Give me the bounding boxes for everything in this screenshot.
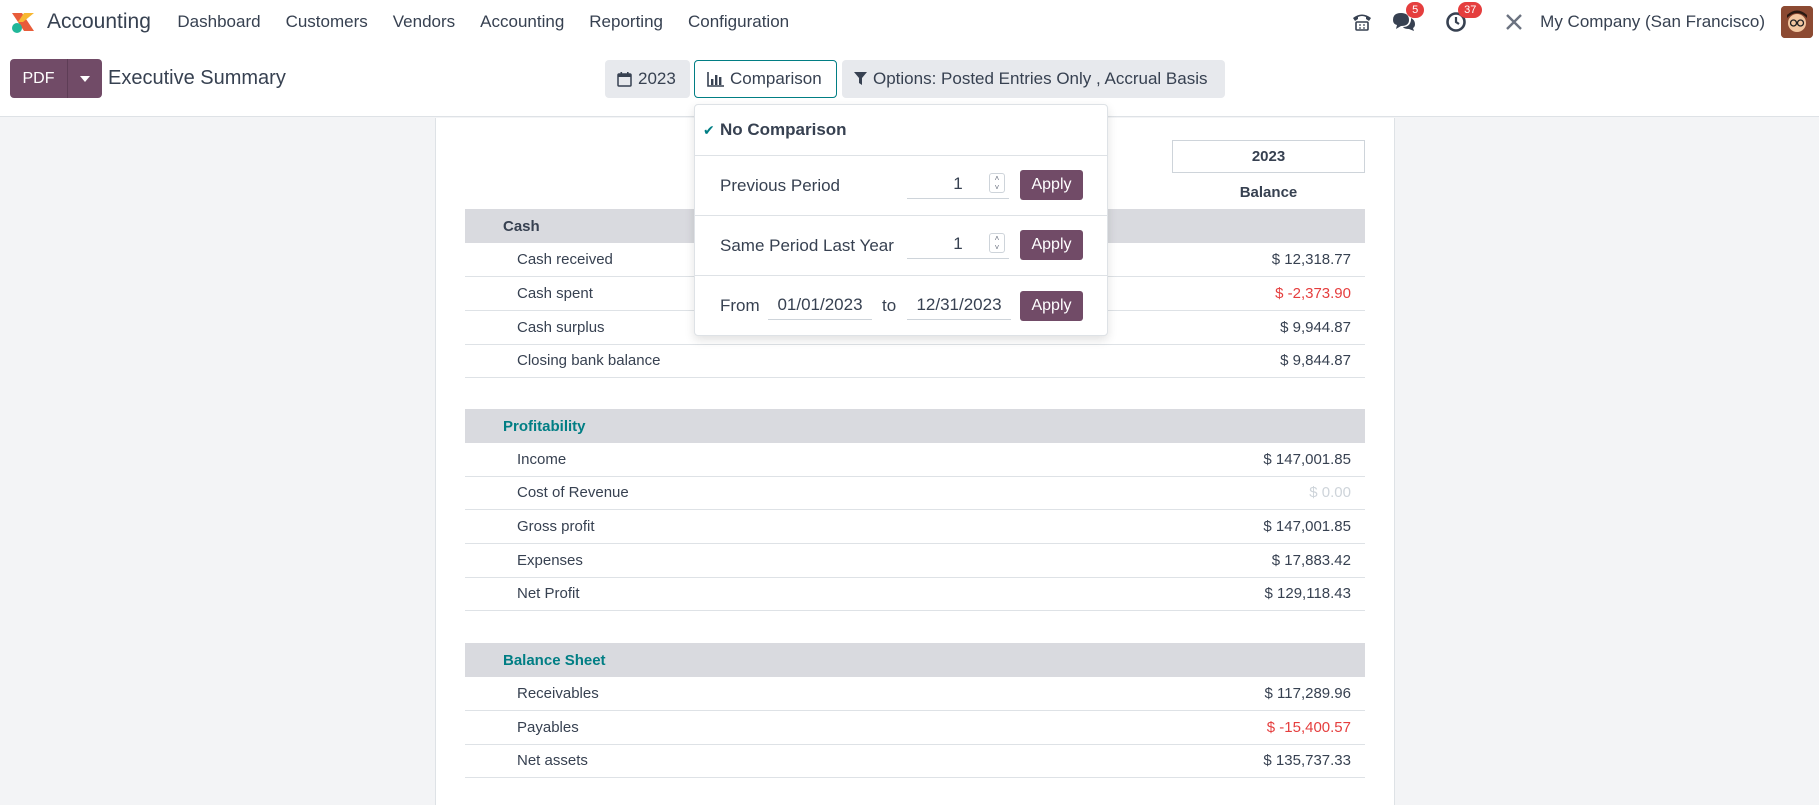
table-row[interactable]: Payables $ -15,400.57 [465,711,1365,745]
row-label: Gross profit [517,518,595,535]
column-year-header: 2023 [1172,140,1365,173]
table-row[interactable]: Net Profit $ 129,118.43 [465,577,1365,611]
control-panel: PDF Executive Summary 2023 Comparison Op… [0,44,1819,117]
no-comparison-label: No Comparison [720,120,847,139]
same-period-count-input[interactable]: 1 ˄ ˅ [907,229,1009,259]
menu-reporting[interactable]: Reporting [589,12,663,31]
messages-icon[interactable]: 5 [1392,2,1425,34]
divider [695,155,1107,156]
table-row[interactable]: Cost of Revenue $ 0.00 [465,476,1365,510]
bar-chart-icon [707,71,724,87]
input-value: 1 [953,233,963,253]
row-label: Income [517,451,567,468]
row-label: Cash spent [517,285,593,302]
row-label: Receivables [517,685,599,702]
row-value[interactable]: $ -2,373.90 [1275,285,1351,302]
from-label: From [720,296,760,315]
row-label: Cash received [517,251,613,268]
previous-period-label: Previous Period [720,175,841,195]
caret-down-icon [80,75,90,82]
number-spinner-icon[interactable]: ˄ ˅ [989,173,1005,193]
table-row[interactable]: Receivables $ 117,289.96 [465,677,1365,711]
row-label: Net assets [517,752,588,769]
column-balance-header: Balance [1239,184,1298,201]
same-period-last-year-label: Same Period Last Year [720,235,894,255]
activities-clock-icon[interactable]: 37 [1444,2,1483,34]
row-value[interactable]: $ 17,883.42 [1271,552,1351,569]
messages-badge: 5 [1406,2,1425,18]
comparison-filter-label: Comparison [730,69,822,88]
previous-period-apply-button[interactable]: Apply [1020,170,1083,200]
row-label: Net Profit [517,585,580,602]
custom-range-option: From 01/01/2023 to 12/31/2023 Apply [695,276,1107,336]
previous-period-option: Previous Period 1 ˄ ˅ Apply [695,156,1107,215]
year-filter-label: 2023 [638,69,676,88]
same-period-apply-button[interactable]: Apply [1020,230,1083,260]
page-title: Executive Summary [108,67,286,89]
options-filter-label: Options: Posted Entries Only , Accrual B… [873,69,1208,88]
table-row[interactable]: Income $ 147,001.85 [465,443,1365,477]
menu-configuration[interactable]: Configuration [688,12,790,31]
comparison-filter-button[interactable]: Comparison [694,60,837,98]
section-profitability-header[interactable]: Profitability [465,409,1365,443]
table-row[interactable]: Closing bank balance $ 9,844.87 [465,344,1365,378]
divider [695,215,1107,216]
filter-funnel-icon [854,72,867,86]
row-value[interactable]: $ 147,001.85 [1263,518,1351,535]
phone-icon[interactable] [1350,10,1374,34]
table-row[interactable]: Gross profit $ 147,001.85 [465,510,1365,544]
section-title: Cash [503,217,540,235]
pdf-dropdown-toggle[interactable] [68,59,102,98]
menu-customers[interactable]: Customers [285,12,368,31]
divider [695,275,1107,276]
menu-vendors[interactable]: Vendors [392,12,456,31]
section-title: Balance Sheet [503,651,606,669]
table-row[interactable]: Expenses $ 17,883.42 [465,544,1365,578]
to-date-input[interactable]: 12/31/2023 [907,290,1011,320]
top-navbar: Accounting Dashboard Customers Vendors A… [0,0,1819,44]
pdf-button[interactable]: PDF [10,59,68,98]
row-value[interactable]: $ 9,944.87 [1280,319,1351,336]
activities-badge: 37 [1458,2,1483,18]
tools-icon[interactable] [1502,10,1526,34]
row-value[interactable]: $ 135,737.33 [1263,752,1351,769]
custom-range-apply-button[interactable]: Apply [1020,291,1083,321]
row-value[interactable]: $ 117,289.96 [1264,685,1351,702]
section-title: Profitability [503,417,586,435]
no-comparison-option[interactable]: ✔ No Comparison [695,105,1107,155]
app-name[interactable]: Accounting [47,10,151,33]
menu-dashboard[interactable]: Dashboard [177,12,261,31]
row-label: Cost of Revenue [517,484,629,501]
previous-period-count-input[interactable]: 1 ˄ ˅ [907,169,1009,199]
comparison-dropdown: ✔ No Comparison Previous Period 1 ˄ ˅ App… [694,104,1108,336]
row-value[interactable]: $ 12,318.77 [1271,251,1351,268]
row-value[interactable]: $ 0.00 [1309,484,1351,501]
company-switcher[interactable]: My Company (San Francisco) [1540,12,1765,31]
accounting-app-icon[interactable] [10,9,36,35]
table-row[interactable]: Cash surplus $ 9,944.87 [465,311,1365,345]
user-avatar[interactable] [1781,6,1813,38]
number-spinner-icon[interactable]: ˄ ˅ [989,233,1005,253]
from-date-input[interactable]: 01/01/2023 [768,290,872,320]
options-filter-button[interactable]: Options: Posted Entries Only , Accrual B… [842,60,1225,98]
pdf-button-group: PDF [10,59,102,98]
row-label: Expenses [517,552,583,569]
same-period-last-year-option: Same Period Last Year 1 ˄ ˅ Apply [695,216,1107,275]
year-filter-button[interactable]: 2023 [605,60,690,98]
row-label: Cash surplus [517,319,605,336]
row-label: Closing bank balance [517,352,661,369]
calendar-icon [617,71,632,87]
section-balance-sheet-header[interactable]: Balance Sheet [465,643,1365,677]
row-value[interactable]: $ 147,001.85 [1263,451,1351,468]
row-value[interactable]: $ -15,400.57 [1266,719,1351,736]
to-label: to [882,296,897,315]
row-value[interactable]: $ 129,118.43 [1264,585,1351,602]
menu-accounting[interactable]: Accounting [480,12,565,31]
row-value[interactable]: $ 9,844.87 [1280,352,1351,369]
check-icon: ✔ [703,121,715,138]
row-label: Payables [517,719,579,736]
table-row[interactable]: Net assets $ 135,737.33 [465,744,1365,778]
input-value: 1 [953,173,963,193]
